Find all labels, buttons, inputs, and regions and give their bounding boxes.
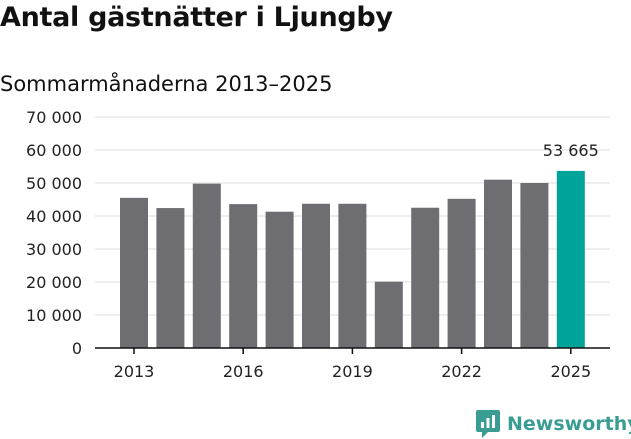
y-tick-label: 0 [72,339,82,358]
y-tick-label: 70 000 [26,108,82,127]
data-label: 53 665 [543,141,599,160]
bar-2015 [192,183,221,348]
x-tick-label: 2025 [550,362,591,381]
bar-2017 [265,211,294,348]
x-tick-label: 2022 [441,362,482,381]
x-tick-label: 2016 [223,362,264,381]
bar-2024 [520,183,549,348]
y-tick-label: 60 000 [26,141,82,160]
bar-2019 [338,203,367,348]
bar-2022 [447,198,476,348]
bar-2020 [374,281,403,348]
bar-2025 [556,170,585,348]
chart-title: Antal gästnätter i Ljungby [0,2,393,33]
x-tick-label: 2013 [114,362,155,381]
bar-2013 [120,197,148,348]
y-tick-label: 40 000 [26,207,82,226]
bar-2014 [156,208,185,348]
bar-2018 [302,203,330,348]
newsworthy-logo: Newsworthy [476,409,631,439]
x-tick-label: 2019 [332,362,373,381]
y-tick-label: 50 000 [26,174,82,193]
bar-2021 [411,207,440,348]
bar-2023 [484,179,512,348]
y-tick-label: 10 000 [26,306,82,325]
brand-name: Newsworthy [507,413,631,435]
chart-subtitle: Sommarmånaderna 2013–2025 [0,72,333,96]
y-tick-label: 30 000 [26,240,82,259]
newsworthy-logo-icon [476,410,500,438]
bar-2016 [229,204,258,348]
y-tick-label: 20 000 [26,273,82,292]
